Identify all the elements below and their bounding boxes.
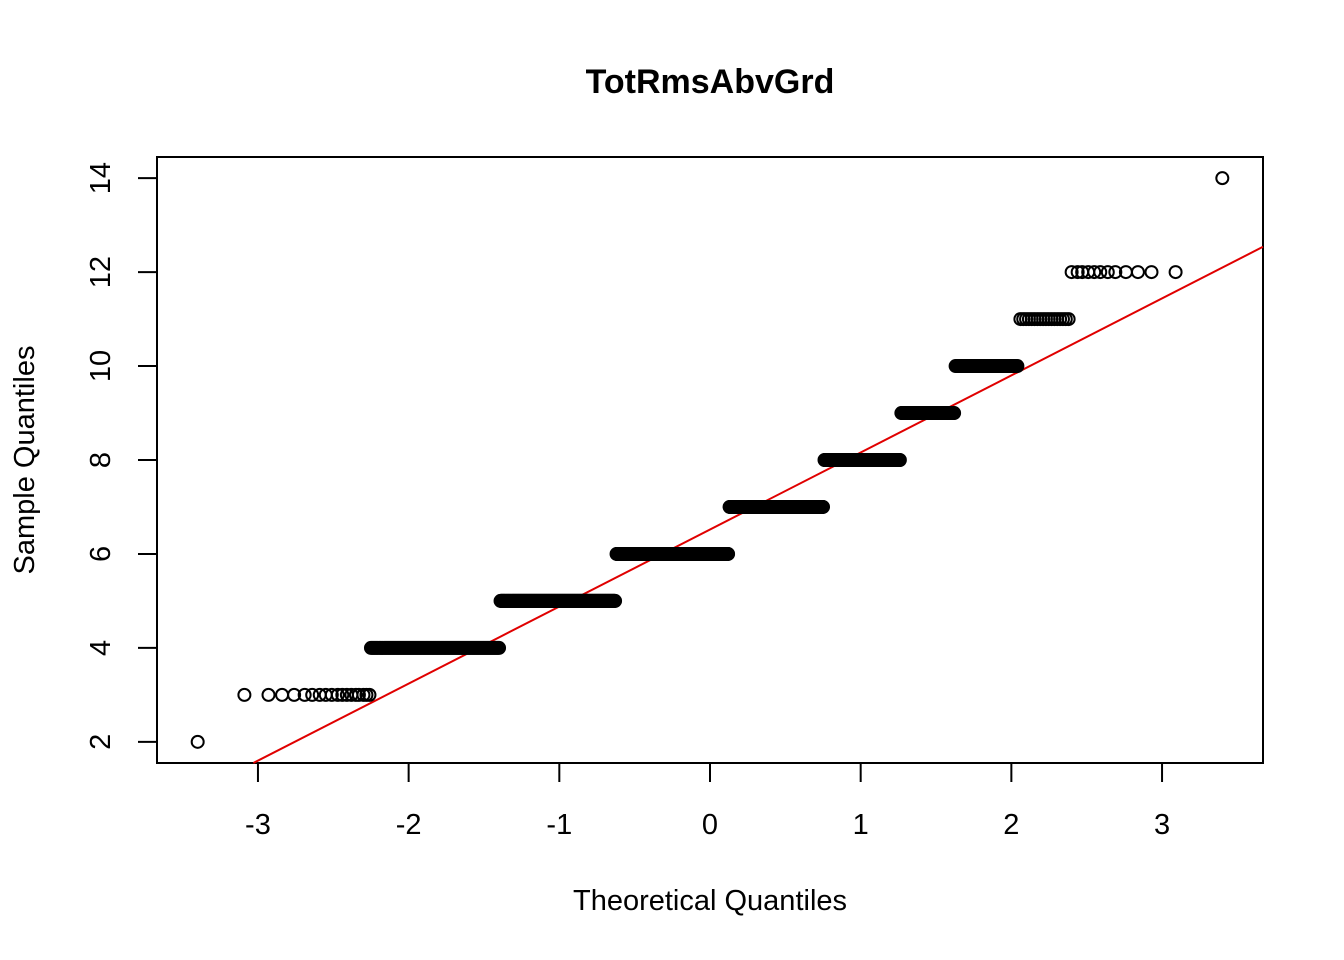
x-tick-label: 0 (702, 809, 718, 841)
y-tick-label: 2 (85, 734, 117, 750)
x-tick-label: -2 (396, 809, 422, 841)
data-point (1100, 265, 1115, 280)
data-point (362, 687, 377, 702)
data-point (1010, 359, 1025, 374)
data-point (1064, 265, 1079, 280)
data-point (721, 546, 736, 561)
data-point (237, 687, 252, 702)
data-point (275, 687, 290, 702)
x-tick-label: 2 (1003, 809, 1019, 841)
y-tick-label: 12 (85, 256, 117, 288)
data-point (261, 687, 276, 702)
chart-title: TotRmsAbvGrd (586, 63, 835, 101)
data-point (816, 499, 831, 514)
x-tick-label: 1 (853, 809, 869, 841)
y-tick-label: 8 (85, 452, 117, 468)
y-tick-label: 10 (85, 350, 117, 382)
data-point (947, 406, 962, 421)
data-point (1144, 265, 1159, 280)
data-point (287, 687, 302, 702)
y-tick-label: 6 (85, 546, 117, 562)
data-point (1087, 265, 1102, 280)
data-point (892, 453, 907, 467)
data-point (190, 734, 205, 749)
x-tick-label: -1 (546, 809, 572, 841)
data-point (335, 687, 350, 702)
y-tick-label: 14 (85, 162, 117, 194)
data-point (1215, 171, 1230, 186)
data-point (330, 687, 345, 702)
x-axis: -3 -2 -1 0 1 2 3 (245, 762, 1170, 841)
data-point (1093, 265, 1108, 280)
data-point (492, 640, 507, 655)
points-layer (190, 171, 1230, 749)
data-point (324, 687, 339, 702)
data-point (1061, 312, 1076, 327)
data-point (1168, 265, 1183, 280)
y-axis-label: Sample Quantiles (9, 346, 41, 575)
data-point (1108, 265, 1123, 280)
x-axis-label: Theoretical Quantiles (573, 885, 847, 917)
data-point (305, 687, 320, 702)
y-axis: 2 4 6 8 10 12 14 (85, 162, 158, 750)
data-point (1130, 265, 1145, 280)
data-point (297, 687, 312, 702)
data-point (351, 687, 366, 702)
y-tick-label: 4 (85, 640, 117, 656)
data-point (608, 593, 623, 608)
x-tick-label: -3 (245, 809, 271, 841)
data-point (1070, 265, 1085, 280)
plot-frame (156, 156, 1264, 764)
x-tick-label: 3 (1154, 809, 1170, 841)
